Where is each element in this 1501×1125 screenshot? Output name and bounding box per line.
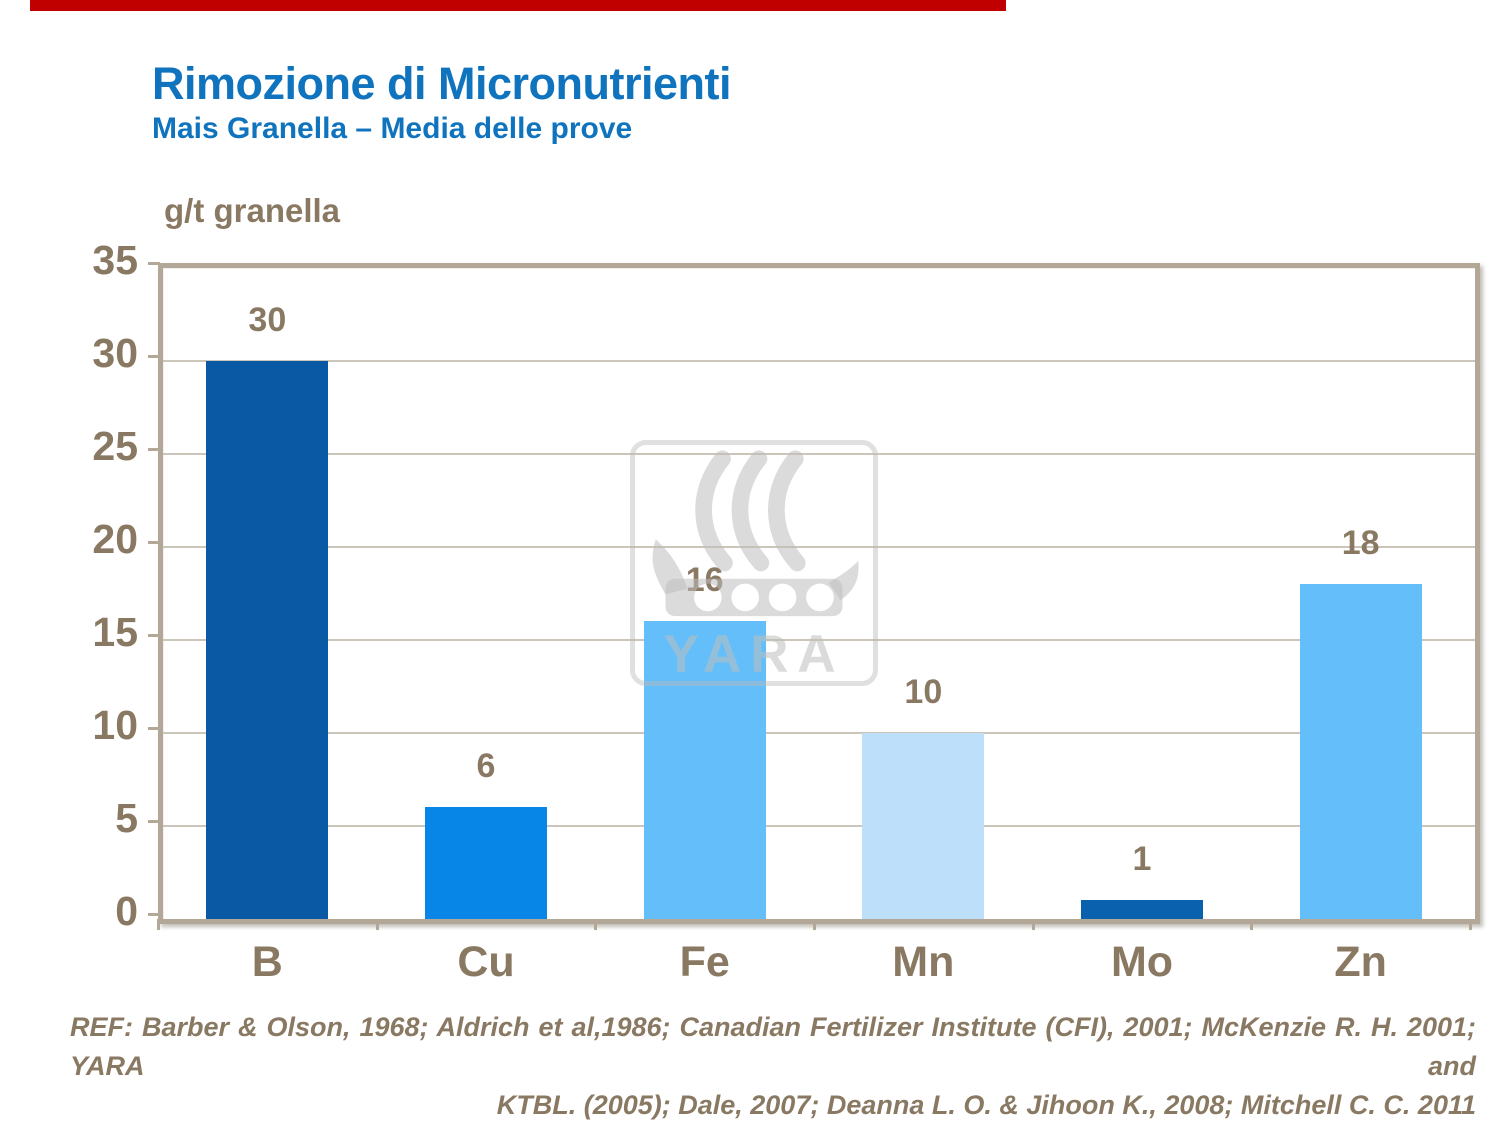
x-category-label: Mn (892, 938, 955, 986)
y-tick-label: 15 (92, 609, 138, 655)
x-axis-tick (813, 919, 816, 930)
y-axis-tick (148, 541, 160, 544)
references-line-2: KTBL. (2005); Dale, 2007; Deanna L. O. &… (496, 1090, 1476, 1120)
grid-line (163, 546, 1475, 548)
y-tick-label: 0 (115, 888, 138, 934)
bar-Mn (862, 733, 985, 919)
y-axis-tick (148, 355, 160, 358)
bar-value-label: 1 (1132, 840, 1152, 879)
bar-Fe (643, 621, 766, 919)
references: REF: Barber & Olson, 1968; Aldrich et al… (70, 1008, 1476, 1125)
y-tick-label: 25 (92, 423, 138, 469)
y-axis-tick (148, 820, 160, 823)
references-line-1: REF: Barber & Olson, 1968; Aldrich et al… (70, 1012, 1476, 1081)
x-category-label: Cu (457, 938, 515, 986)
plot-area (158, 263, 1480, 924)
bar-value-label: 10 (904, 673, 943, 711)
x-axis-tick (1031, 919, 1035, 930)
y-tick-label: 30 (92, 330, 138, 376)
grid-line (163, 825, 1475, 827)
x-category-label: Fe (679, 938, 730, 986)
x-axis-tick (1469, 919, 1472, 930)
x-category-label: B (251, 938, 283, 986)
y-axis-tick (148, 727, 160, 730)
y-tick-label: 35 (92, 237, 138, 283)
y-axis-tick (148, 634, 160, 637)
x-axis-tick (594, 919, 598, 930)
x-axis-tick (1250, 919, 1254, 930)
page-subtitle: Mais Granella – Media delle prove (152, 112, 633, 145)
grid-line (163, 639, 1475, 641)
grid-line (163, 453, 1475, 455)
y-tick-label: 5 (115, 795, 138, 841)
y-tick-label: 20 (92, 516, 138, 562)
bar-value-label: 6 (476, 747, 496, 786)
y-axis-tick (148, 448, 160, 451)
grid-line (163, 732, 1475, 734)
bar-value-label: 16 (685, 561, 724, 600)
y-axis-tick (148, 913, 160, 916)
x-axis-tick (375, 919, 379, 930)
x-category-label: Zn (1334, 938, 1387, 986)
bar-Zn (1299, 584, 1422, 919)
x-axis-tick (157, 919, 160, 930)
y-axis-unit-label: g/t granella (164, 192, 341, 229)
page-title: Rimozione di Micronutrienti (152, 58, 732, 109)
bar-value-label: 30 (248, 301, 287, 339)
y-tick-label: 10 (92, 702, 138, 748)
bar-Mo (1081, 900, 1203, 919)
top-red-accent-strip (30, 0, 1006, 11)
bar-Cu (425, 807, 547, 919)
y-axis-tick (148, 262, 160, 265)
x-category-label: Mo (1110, 938, 1174, 986)
bar-value-label: 18 (1341, 524, 1380, 563)
bar-B (206, 361, 329, 919)
grid-line (163, 360, 1475, 362)
